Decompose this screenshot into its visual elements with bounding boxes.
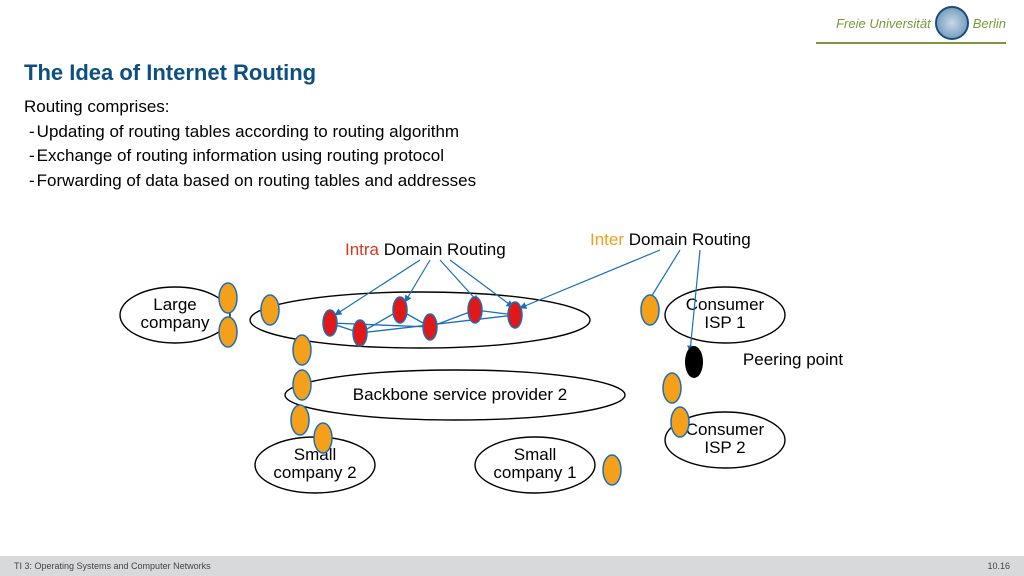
domain-label-cisp2: ISP 2 (704, 438, 745, 457)
logo-seal-icon (935, 6, 969, 40)
domain-label-bb2: Backbone service provider 2 (353, 385, 568, 404)
bullet-3: Forwarding of data based on routing tabl… (24, 169, 476, 194)
router-orange-icon (293, 335, 311, 365)
logo-underline (816, 42, 1006, 44)
router-orange-icon (641, 295, 659, 325)
router-orange-icon (663, 373, 681, 403)
intra-label: Intra Domain Routing (345, 240, 506, 259)
peering-point-icon (685, 346, 703, 378)
router-orange-icon (219, 317, 237, 347)
domain-label-cisp1: ISP 1 (704, 313, 745, 332)
router-orange-icon (219, 283, 237, 313)
domain-label-small1: Small (514, 445, 557, 464)
domain-label-large: Large (153, 295, 196, 314)
domain-label-cisp2: Consumer (686, 420, 765, 439)
intra-arrow (405, 260, 430, 302)
domain-label-cisp1: Consumer (686, 295, 765, 314)
logo-text-left: Freie Universität (836, 16, 931, 31)
university-logo: Freie Universität Berlin (836, 6, 1006, 40)
router-red-icon (353, 320, 367, 346)
router-red-icon (393, 297, 407, 323)
router-orange-icon (314, 423, 332, 453)
intro-line: Routing comprises: (24, 95, 476, 120)
inter-label: Inter Domain Routing (590, 230, 751, 249)
footer-bar: TI 3: Operating Systems and Computer Net… (0, 556, 1024, 576)
routing-diagram: Largecompany Backbone service provider 2 S… (0, 230, 1024, 530)
footer-left: TI 3: Operating Systems and Computer Net… (14, 561, 211, 571)
router-red-icon (423, 314, 437, 340)
body-text: Routing comprises: Updating of routing t… (24, 95, 476, 194)
footer-right: 10.16 (987, 561, 1010, 571)
intra-arrow (450, 260, 513, 307)
domain-label-large: company (141, 313, 210, 332)
router-orange-icon (291, 405, 309, 435)
slide-title: The Idea of Internet Routing (24, 60, 316, 86)
router-orange-icon (671, 407, 689, 437)
inter-arrow (520, 250, 660, 308)
router-red-icon (508, 302, 522, 328)
domain-label-small2: company 2 (273, 463, 356, 482)
router-orange-icon (603, 455, 621, 485)
domain-label-small1: company 1 (493, 463, 576, 482)
router-red-icon (468, 297, 482, 323)
peering-label: Peering point (743, 350, 843, 369)
router-orange-icon (261, 295, 279, 325)
bullet-2: Exchange of routing information using ro… (24, 144, 476, 169)
bullet-1: Updating of routing tables according to … (24, 120, 476, 145)
inter-arrow (648, 250, 680, 302)
logo-text-right: Berlin (973, 16, 1006, 31)
router-orange-icon (293, 370, 311, 400)
router-red-icon (323, 310, 337, 336)
